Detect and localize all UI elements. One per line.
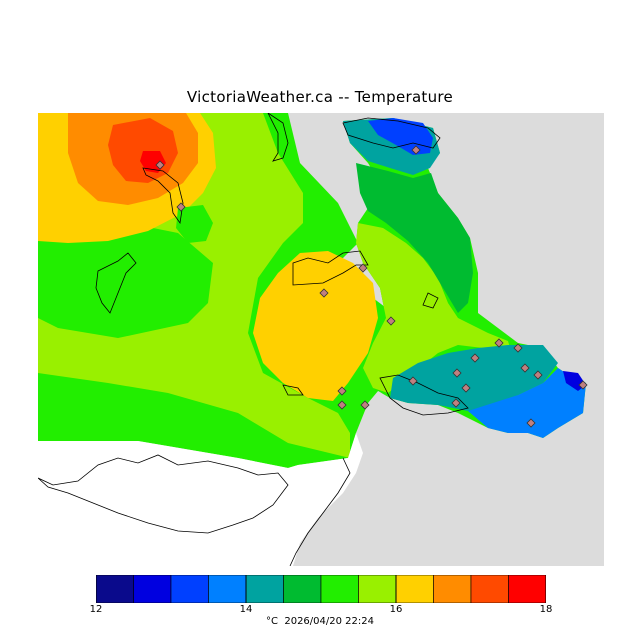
legend-swatch	[358, 574, 397, 604]
station-marker	[176, 202, 186, 212]
legend-swatch	[508, 574, 547, 604]
legend-swatch	[95, 574, 134, 604]
legend-swatch	[208, 574, 247, 604]
peninsula-band-blue-north	[368, 118, 433, 155]
peninsula-field	[343, 118, 586, 438]
station-marker	[360, 400, 370, 410]
map-footer: °C 2026/04/20 22:24	[0, 616, 640, 627]
station-marker	[337, 400, 347, 410]
station-marker	[494, 338, 504, 348]
temperature-map	[38, 113, 604, 566]
legend-tick-12: 12	[89, 604, 103, 615]
temperature-contour-svg	[38, 113, 604, 566]
legend-colorbar	[95, 574, 547, 604]
peninsula-band-darkgreen	[356, 163, 473, 313]
timestamp: 2026/04/20 22:24	[284, 616, 374, 627]
legend-swatch	[133, 574, 172, 604]
station-marker	[451, 398, 461, 408]
station-marker	[337, 386, 347, 396]
station-marker	[513, 343, 523, 353]
legend-swatch	[170, 574, 209, 604]
legend-tick-18: 18	[539, 604, 553, 615]
contour-band-16-center	[253, 251, 378, 401]
station-marker	[470, 353, 480, 363]
water-region	[38, 433, 363, 566]
peninsula-band-teal-south	[390, 345, 558, 411]
unit-label: °C	[266, 616, 278, 627]
peninsula-band-blue-south	[468, 368, 586, 438]
legend-swatch	[245, 574, 284, 604]
legend-swatch	[433, 574, 472, 604]
station-marker	[411, 145, 421, 155]
legend-swatch	[283, 574, 322, 604]
legend-swatch	[470, 574, 509, 604]
station-marker	[520, 363, 530, 373]
station-marker	[526, 418, 536, 428]
station-marker	[461, 383, 471, 393]
temperature-field	[38, 113, 408, 468]
coastlines	[38, 113, 469, 566]
station-marker	[578, 380, 588, 390]
temperature-legend	[95, 574, 547, 604]
legend-swatch	[320, 574, 359, 604]
station-marker	[155, 160, 165, 170]
station-marker	[452, 368, 462, 378]
station-marker	[386, 316, 396, 326]
station-marker	[408, 376, 418, 386]
peninsula-band-lime	[356, 223, 513, 393]
contour-band-green-blob	[176, 205, 213, 243]
station-marker	[533, 370, 543, 380]
map-title: VictoriaWeather.ca -- Temperature	[186, 88, 454, 106]
legend-tick-16: 16	[389, 604, 403, 615]
legend-swatch	[395, 574, 434, 604]
station-markers	[155, 145, 588, 428]
station-marker	[358, 263, 368, 273]
legend-tick-14: 14	[239, 604, 253, 615]
station-marker	[319, 288, 329, 298]
